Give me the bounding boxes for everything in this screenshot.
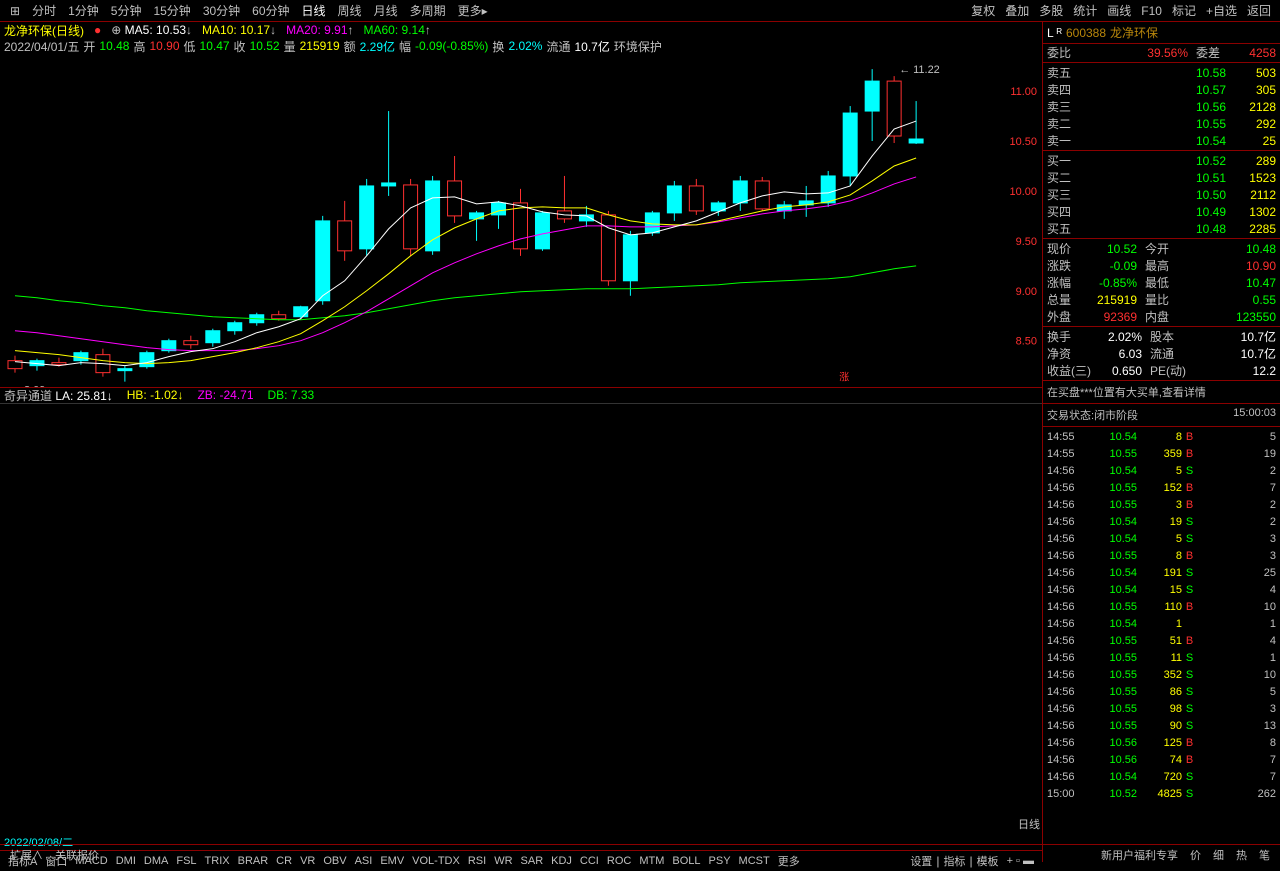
timeframe-tab[interactable]: 15分钟 bbox=[147, 0, 196, 21]
toolbar-link[interactable]: 标记 bbox=[1167, 0, 1201, 21]
svg-text:10.00: 10.00 bbox=[1010, 186, 1037, 198]
ask-row: 卖二10.55292 bbox=[1043, 115, 1280, 132]
chart-info-line2: 2022/04/01/五 开10.48 高10.90 低10.47 收10.52… bbox=[0, 38, 1042, 54]
ask-row: 卖一10.5425 bbox=[1043, 132, 1280, 149]
ask-row: 卖三10.562128 bbox=[1043, 98, 1280, 115]
svg-text:11.00: 11.00 bbox=[1010, 86, 1037, 98]
timeframe-tab[interactable]: 多周期 bbox=[404, 0, 452, 21]
trade-row: 14:5510.55359B19 bbox=[1043, 445, 1280, 462]
svg-text:涨: 涨 bbox=[839, 372, 849, 384]
bottom-bar-item[interactable]: 扩展∧ bbox=[4, 847, 49, 863]
timeframe-tab[interactable]: 1分钟 bbox=[62, 0, 105, 21]
toolbar-link[interactable]: 叠加 bbox=[1000, 0, 1034, 21]
trade-row: 15:0010.524825S262 bbox=[1043, 785, 1280, 802]
trade-row: 14:5610.55352S10 bbox=[1043, 666, 1280, 683]
trade-row: 14:5610.54720S7 bbox=[1043, 768, 1280, 785]
tab-chart-icon[interactable]: ⊞ bbox=[4, 2, 26, 20]
toolbar-link[interactable]: 多股 bbox=[1034, 0, 1068, 21]
toolbar-link[interactable]: +自选 bbox=[1201, 0, 1242, 21]
stat-row: 净资6.03流通10.7亿 bbox=[1043, 345, 1280, 362]
svg-text:8.50: 8.50 bbox=[1016, 336, 1037, 348]
trade-row: 14:5610.5411 bbox=[1043, 615, 1280, 632]
trade-row: 14:5610.5419S2 bbox=[1043, 513, 1280, 530]
bottom-status-bar: 扩展∧关联报价 新用户福利专享价细热笔 bbox=[0, 844, 1280, 864]
toolbar-link[interactable]: 返回 bbox=[1242, 0, 1276, 21]
alert-message[interactable]: 在买盘***位置有大买单,查看详情 bbox=[1043, 382, 1280, 402]
trade-row: 14:5610.56125B8 bbox=[1043, 734, 1280, 751]
svg-text:10.50: 10.50 bbox=[1010, 136, 1037, 148]
ask-row: 卖五10.58503 bbox=[1043, 64, 1280, 81]
bid-row: 买一10.52289 bbox=[1043, 152, 1280, 169]
trade-row: 14:5610.5511S1 bbox=[1043, 649, 1280, 666]
svg-text:← 11.22: ← 11.22 bbox=[899, 64, 940, 76]
stat-row: 涨跌-0.09最高10.90 bbox=[1043, 257, 1280, 274]
trade-row: 14:5610.5590S13 bbox=[1043, 717, 1280, 734]
trade-row: 14:5610.5551B4 bbox=[1043, 632, 1280, 649]
stock-header: L ᴿ 600388 龙净环保 bbox=[1043, 22, 1280, 44]
stat-row: 总量215919量比0.55 bbox=[1043, 291, 1280, 308]
timeframe-tabs: ⊞ 分时1分钟5分钟15分钟30分钟60分钟日线周线月线多周期更多▸ 复权叠加多… bbox=[0, 0, 1280, 22]
stat-row: 涨幅-0.85%最低10.47 bbox=[1043, 274, 1280, 291]
bid-row: 买二10.511523 bbox=[1043, 169, 1280, 186]
svg-text:9.50: 9.50 bbox=[1016, 236, 1037, 248]
trade-row: 14:5510.548B5 bbox=[1043, 428, 1280, 445]
timeframe-tab[interactable]: 日线 bbox=[296, 0, 332, 21]
trade-row: 14:5610.553B2 bbox=[1043, 496, 1280, 513]
trade-row: 14:5610.55152B7 bbox=[1043, 479, 1280, 496]
candlestick-chart[interactable]: 8.50 9.00 9.50 10.00 10.50 11.00 ← 11.22 ← 8.09… bbox=[0, 54, 1042, 388]
bottom-bar-item[interactable]: 热 bbox=[1230, 847, 1253, 863]
bottom-bar-item[interactable]: 笔 bbox=[1253, 847, 1276, 863]
trade-row: 14:5610.5415S4 bbox=[1043, 581, 1280, 598]
bottom-bar-item[interactable]: 细 bbox=[1207, 847, 1230, 863]
timeframe-tab[interactable]: 更多▸ bbox=[452, 0, 494, 21]
timeframe-tab[interactable]: 5分钟 bbox=[105, 0, 148, 21]
commit-ratio-row: 委比 39.56% 委差 4258 bbox=[1043, 44, 1280, 61]
quote-panel: L ᴿ 600388 龙净环保 委比 39.56% 委差 4258 卖五10.5… bbox=[1043, 22, 1280, 862]
trade-row: 14:5610.545S2 bbox=[1043, 462, 1280, 479]
timeframe-tab[interactable]: 30分钟 bbox=[197, 0, 246, 21]
toolbar-link[interactable]: 画线 bbox=[1102, 0, 1136, 21]
trade-row: 14:5610.545S3 bbox=[1043, 530, 1280, 547]
stat-row: 现价10.52今开10.48 bbox=[1043, 240, 1280, 257]
timeframe-tab[interactable]: 月线 bbox=[368, 0, 404, 21]
stat-row: 收益(三)0.650PE(动)12.2 bbox=[1043, 362, 1280, 379]
toolbar-link[interactable]: F10 bbox=[1136, 2, 1167, 20]
trade-list[interactable]: 14:5510.548B514:5510.55359B1914:5610.545… bbox=[1043, 428, 1280, 862]
trade-row: 14:5610.55110B10 bbox=[1043, 598, 1280, 615]
bottom-bar-item[interactable]: 价 bbox=[1184, 847, 1207, 863]
toolbar-link[interactable]: 复权 bbox=[966, 0, 1000, 21]
timeframe-tab[interactable]: 60分钟 bbox=[246, 0, 295, 21]
trade-row: 14:5610.5674B7 bbox=[1043, 751, 1280, 768]
trade-row: 14:5610.558B3 bbox=[1043, 547, 1280, 564]
trade-row: 14:5610.54191S25 bbox=[1043, 564, 1280, 581]
svg-text:← 8.09: ← 8.09 bbox=[10, 385, 45, 387]
bid-row: 买三10.502112 bbox=[1043, 186, 1280, 203]
trade-row: 14:5610.5586S5 bbox=[1043, 683, 1280, 700]
bottom-bar-item[interactable]: 关联报价 bbox=[49, 847, 105, 863]
timeframe-tab[interactable]: 周线 bbox=[332, 0, 368, 21]
indicator-chart[interactable]: 日线 bbox=[0, 404, 1042, 834]
toolbar-link[interactable]: 统计 bbox=[1068, 0, 1102, 21]
trade-status: 交易状态: 闭市阶段 15:00:03 bbox=[1043, 405, 1280, 425]
bid-row: 买五10.482285 bbox=[1043, 220, 1280, 237]
stat-row: 换手2.02%股本10.7亿 bbox=[1043, 328, 1280, 345]
stat-row: 外盘92369内盘123550 bbox=[1043, 308, 1280, 325]
chart-info-line1: 龙净环保(日线) ● ⊕ MA5: 10.53↓ MA10: 10.17↓ MA… bbox=[0, 22, 1042, 38]
trade-row: 14:5610.5598S3 bbox=[1043, 700, 1280, 717]
bottom-bar-item[interactable]: 新用户福利专享 bbox=[1095, 847, 1184, 863]
bid-row: 买四10.491302 bbox=[1043, 203, 1280, 220]
timeframe-tab[interactable]: 分时 bbox=[26, 0, 62, 21]
indicator-header: 奇异通道 LA: 25.81↓ HB: -1.02↓ ZB: -24.71 DB… bbox=[0, 388, 1042, 404]
side-tab-daily[interactable]: 日线 bbox=[1018, 816, 1040, 832]
ask-row: 卖四10.57305 bbox=[1043, 81, 1280, 98]
svg-text:9.00: 9.00 bbox=[1016, 286, 1037, 298]
